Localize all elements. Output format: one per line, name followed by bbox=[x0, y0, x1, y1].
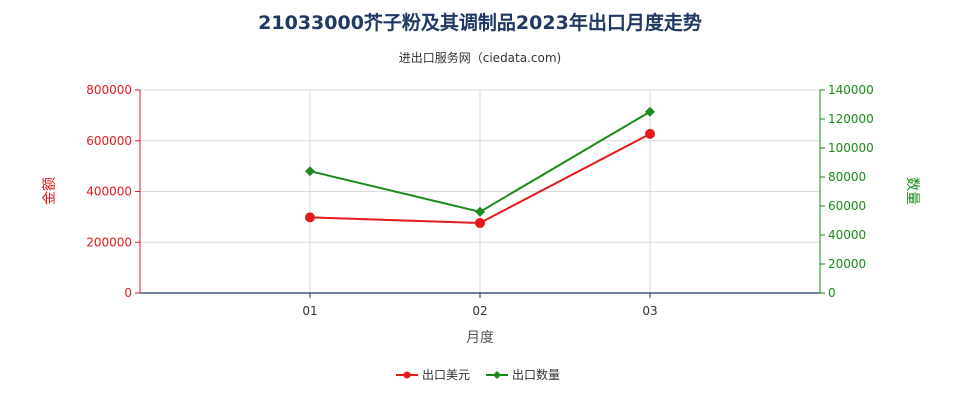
chart-subtitle: 进出口服务网（ciedata.com) bbox=[399, 50, 561, 65]
right-tick-label: 40000 bbox=[828, 228, 866, 242]
right-tick-label: 20000 bbox=[828, 257, 866, 271]
right-y-axis-title: 数量 bbox=[904, 177, 920, 205]
left-tick-label: 600000 bbox=[86, 134, 132, 148]
right-tick-label: 140000 bbox=[828, 83, 874, 97]
legend-label-qty: 出口数量 bbox=[512, 367, 560, 382]
x-axis-title: 月度 bbox=[466, 330, 494, 346]
series-point-1[interactable] bbox=[475, 206, 485, 217]
series-point-0[interactable] bbox=[645, 128, 655, 139]
left-tick-label: 0 bbox=[124, 286, 132, 300]
right-tick-label: 80000 bbox=[828, 170, 866, 184]
right-y-ticks: 0 20000 40000 60000 80000 100000 120000 140000 bbox=[820, 83, 874, 300]
series-point-0[interactable] bbox=[475, 217, 485, 228]
series-point-1[interactable] bbox=[645, 106, 655, 117]
left-y-ticks: 0 200000 400000 600000 800000 bbox=[86, 83, 140, 300]
series-layer bbox=[305, 106, 655, 228]
right-tick-label: 0 bbox=[828, 286, 836, 300]
x-tick-label: 02 bbox=[472, 304, 487, 318]
left-tick-label: 800000 bbox=[86, 83, 132, 97]
right-tick-label: 120000 bbox=[828, 112, 874, 126]
left-tick-label: 400000 bbox=[86, 185, 132, 199]
legend-item-export-qty[interactable]: 出口数量 bbox=[486, 367, 560, 382]
left-tick-label: 200000 bbox=[86, 235, 132, 249]
x-tick-label: 01 bbox=[302, 304, 317, 318]
chart-title: 21033000芥子粉及其调制品2023年出口月度走势 bbox=[258, 11, 702, 34]
right-tick-label: 100000 bbox=[828, 141, 874, 155]
series-point-0[interactable] bbox=[305, 212, 315, 223]
x-ticks: 01 02 03 bbox=[302, 293, 658, 318]
x-tick-label: 03 bbox=[642, 304, 657, 318]
legend-marker-usd bbox=[403, 371, 411, 379]
left-y-axis-title: 金额 bbox=[42, 177, 58, 205]
legend-label-usd: 出口美元 bbox=[422, 368, 470, 382]
legend-item-export-usd[interactable]: 出口美元 bbox=[396, 368, 470, 382]
series-point-1[interactable] bbox=[305, 166, 315, 177]
grid bbox=[140, 89, 820, 293]
legend: 出口美元 出口数量 bbox=[396, 367, 560, 382]
legend-marker-qty bbox=[493, 371, 501, 379]
right-tick-label: 60000 bbox=[828, 199, 866, 213]
